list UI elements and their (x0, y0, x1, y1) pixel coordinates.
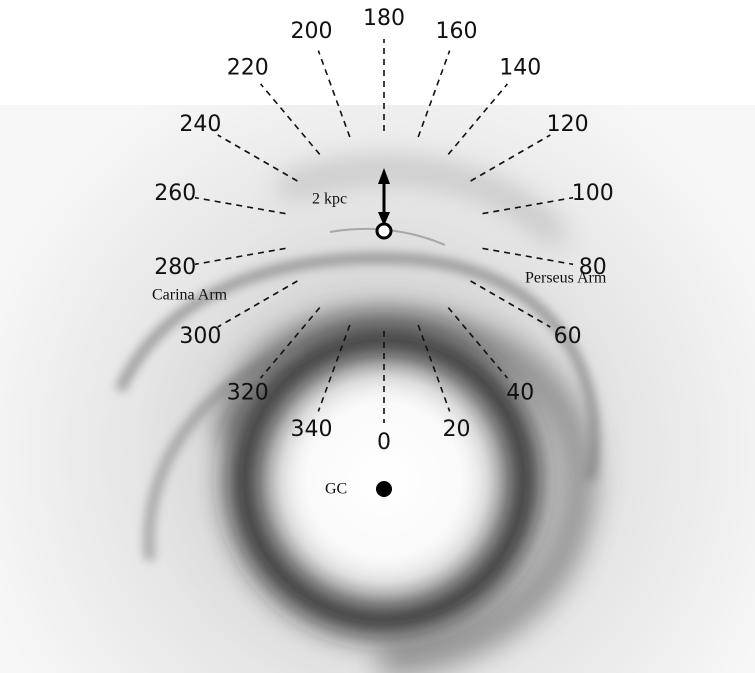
longitude-tick (194, 247, 286, 266)
longitude-tick (317, 324, 351, 412)
longitude-label: 180 (363, 6, 405, 31)
longitude-label: 140 (499, 56, 541, 81)
longitude-tick (447, 307, 509, 379)
longitude-label: 340 (290, 417, 332, 442)
longitude-tick (482, 247, 574, 266)
longitude-tick (482, 196, 574, 215)
arm-label: Perseus Arm (525, 270, 607, 287)
longitude-label: 80 (579, 255, 607, 280)
longitude-tick (417, 324, 451, 412)
longitude-label: 100 (572, 181, 614, 206)
longitude-label: 40 (506, 380, 534, 405)
longitude-label: 120 (547, 112, 589, 137)
longitude-label: 160 (436, 19, 478, 44)
longitude-label: 0 (377, 430, 391, 455)
longitude-tick (470, 280, 551, 328)
galactic-center (376, 481, 392, 497)
longitude-label: 60 (554, 324, 582, 349)
center-label: GC (325, 481, 347, 498)
longitude-label: 300 (179, 324, 221, 349)
longitude-tick (417, 50, 451, 138)
longitude-label: 20 (443, 417, 471, 442)
longitude-tick (259, 83, 321, 155)
longitude-tick (259, 307, 321, 379)
sun-marker (375, 222, 393, 240)
longitude-tick (194, 196, 286, 215)
longitude-tick (217, 280, 298, 328)
longitude-label: 200 (290, 19, 332, 44)
galaxy-background (0, 105, 755, 673)
longitude-tick (447, 83, 509, 155)
arm-label: Carina Arm (152, 287, 228, 304)
longitude-label: 240 (179, 112, 221, 137)
longitude-label: 280 (154, 255, 196, 280)
longitude-label: 260 (154, 181, 196, 206)
longitude-label: 320 (227, 380, 269, 405)
scale-arrow (378, 168, 390, 226)
longitude-tick (317, 50, 351, 138)
scale-label: 2 kpc (312, 191, 347, 208)
longitude-tick (217, 134, 298, 182)
longitude-label: 220 (227, 56, 269, 81)
longitude-tick (470, 134, 551, 182)
